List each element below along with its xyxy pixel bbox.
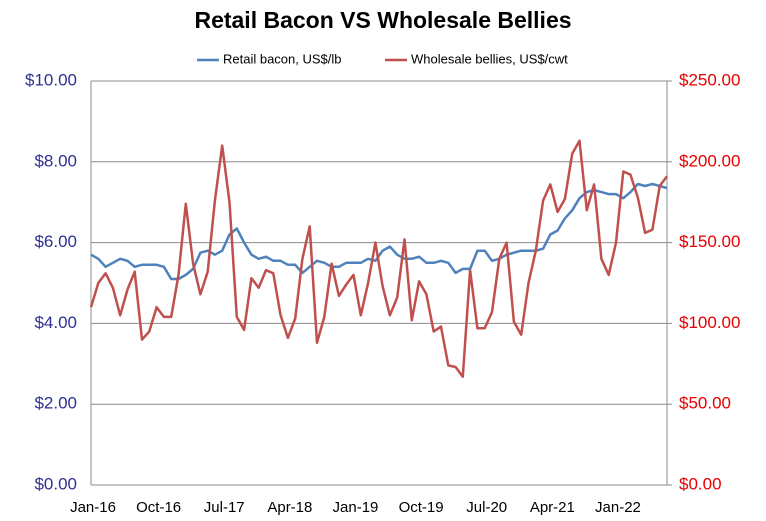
legend-label: Wholesale bellies, US$/cwt xyxy=(411,51,568,66)
series-line xyxy=(89,139,668,378)
x-tick-label: Jul-17 xyxy=(204,499,245,516)
y-tick-label: $4.00 xyxy=(34,313,77,332)
y-tick-label: $10.00 xyxy=(25,70,77,89)
y2-tick-label: $0.00 xyxy=(679,474,722,493)
y-tick-label: $0.00 xyxy=(34,474,77,493)
series-line xyxy=(90,182,668,281)
x-tick-label: Jan-19 xyxy=(333,499,379,516)
y2-tick-label: $100.00 xyxy=(679,313,740,332)
y2-tick-label: $50.00 xyxy=(679,394,731,413)
x-tick-label: Jan-22 xyxy=(595,499,641,516)
y2-tick-label: $250.00 xyxy=(679,70,740,89)
legend-label: Retail bacon, US$/lb xyxy=(223,51,342,66)
y2-tick-label: $200.00 xyxy=(679,151,740,170)
x-tick-label: Oct-19 xyxy=(399,499,444,516)
x-tick-label: Apr-18 xyxy=(267,499,312,516)
y-tick-label: $6.00 xyxy=(34,232,77,251)
x-tick-label: Oct-16 xyxy=(136,499,181,516)
y2-tick-label: $150.00 xyxy=(679,232,740,251)
x-tick-label: Apr-21 xyxy=(530,499,575,516)
y-tick-label: $2.00 xyxy=(34,394,77,413)
x-tick-label: Jan-16 xyxy=(70,499,116,516)
y-tick-label: $8.00 xyxy=(34,151,77,170)
x-tick-label: Jul-20 xyxy=(466,499,507,516)
chart-title: Retail Bacon VS Wholesale Bellies xyxy=(194,7,571,33)
